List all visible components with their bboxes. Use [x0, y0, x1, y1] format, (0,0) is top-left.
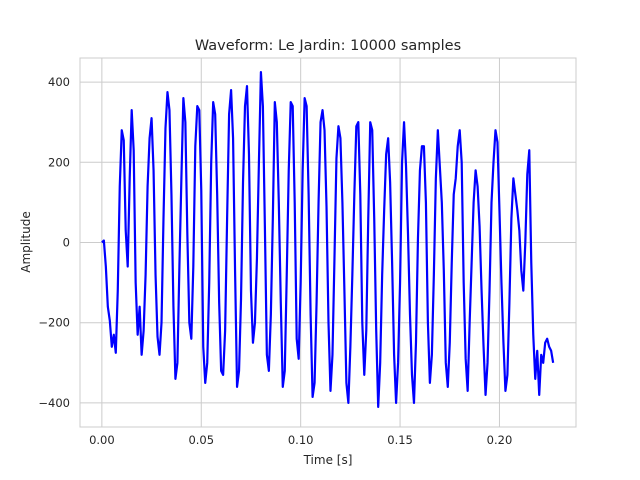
y-tick-label: 0	[63, 236, 70, 250]
chart-title: Waveform: Le Jardin: 10000 samples	[195, 38, 461, 54]
plot-frame	[79, 57, 577, 428]
x-axis-label: Time [s]	[303, 453, 353, 467]
x-tick-label: 0.20	[487, 433, 513, 447]
x-tick-label: 0.00	[89, 433, 115, 447]
y-tick-label: −200	[38, 316, 70, 330]
data-series	[101, 70, 555, 409]
y-axis-label: Amplitude	[19, 211, 33, 273]
x-tick-label: 0.10	[288, 433, 314, 447]
plot-area	[79, 57, 577, 428]
y-tick-label: 400	[48, 75, 70, 89]
y-tick-label: −400	[38, 396, 70, 410]
waveform-line	[101, 70, 555, 409]
y-tick-labels: −400 −200 0 200 400	[38, 75, 70, 410]
x-tick-label: 0.05	[188, 433, 214, 447]
y-tick-label: 200	[48, 155, 70, 169]
x-tick-labels: 0.00 0.05 0.10 0.15 0.20	[89, 433, 512, 447]
x-tick-label: 0.15	[387, 433, 413, 447]
